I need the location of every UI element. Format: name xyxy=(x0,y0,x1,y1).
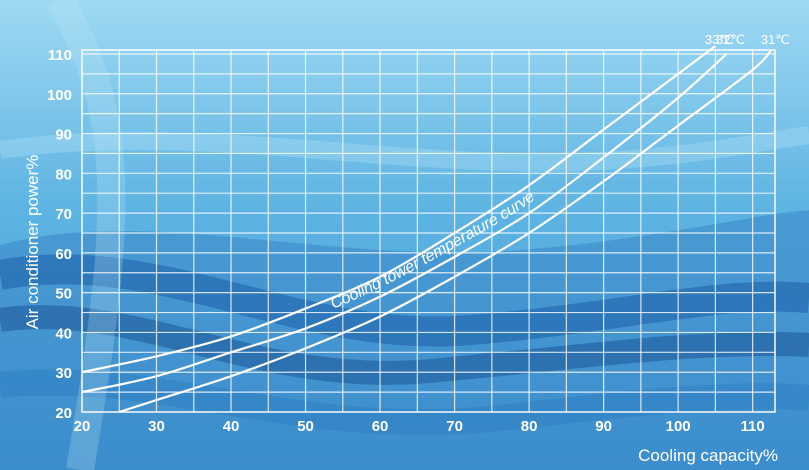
grid xyxy=(81,49,776,413)
temperature-curve-1 xyxy=(81,45,717,374)
x-tick-label: 80 xyxy=(521,418,538,435)
y-tick-label: 30 xyxy=(55,365,72,382)
x-tick-label: 100 xyxy=(666,418,691,435)
background-wave xyxy=(0,126,809,172)
x-tick-label: 40 xyxy=(223,418,240,435)
x-tick-label: 70 xyxy=(446,418,463,435)
y-tick-label: 60 xyxy=(55,246,72,263)
series-label: 31℃ xyxy=(761,32,790,47)
plot-frame xyxy=(81,49,776,413)
temperature-curve-3 xyxy=(118,49,773,414)
series-label: 32℃ xyxy=(716,32,745,47)
background-wave xyxy=(0,369,809,436)
x-axis-label: Cooling capacity% xyxy=(638,446,778,465)
y-tick-label: 90 xyxy=(55,127,72,144)
x-tick-label: 110 xyxy=(741,418,765,435)
x-tick-label: 50 xyxy=(297,418,314,435)
x-tick-label: 60 xyxy=(372,418,389,435)
background-wave xyxy=(0,305,809,385)
y-tick-label: 100 xyxy=(47,87,72,104)
y-tick-label: 70 xyxy=(55,206,72,223)
y-tick-label: 80 xyxy=(55,166,72,183)
y-tick-label: 50 xyxy=(55,286,72,303)
curves xyxy=(81,45,773,414)
y-tick-label: 110 xyxy=(48,47,72,64)
x-tick-label: 90 xyxy=(595,418,612,435)
temperature-curve-2 xyxy=(81,53,728,394)
background-wave xyxy=(0,254,809,347)
y-axis-label: Air conditioner power% xyxy=(23,155,42,330)
y-tick-label: 40 xyxy=(55,325,72,342)
x-tick-label: 30 xyxy=(148,418,165,435)
x-tick-label: 20 xyxy=(74,418,91,435)
series-label: 33℃ xyxy=(705,32,734,47)
y-tick-label: 20 xyxy=(55,405,72,422)
